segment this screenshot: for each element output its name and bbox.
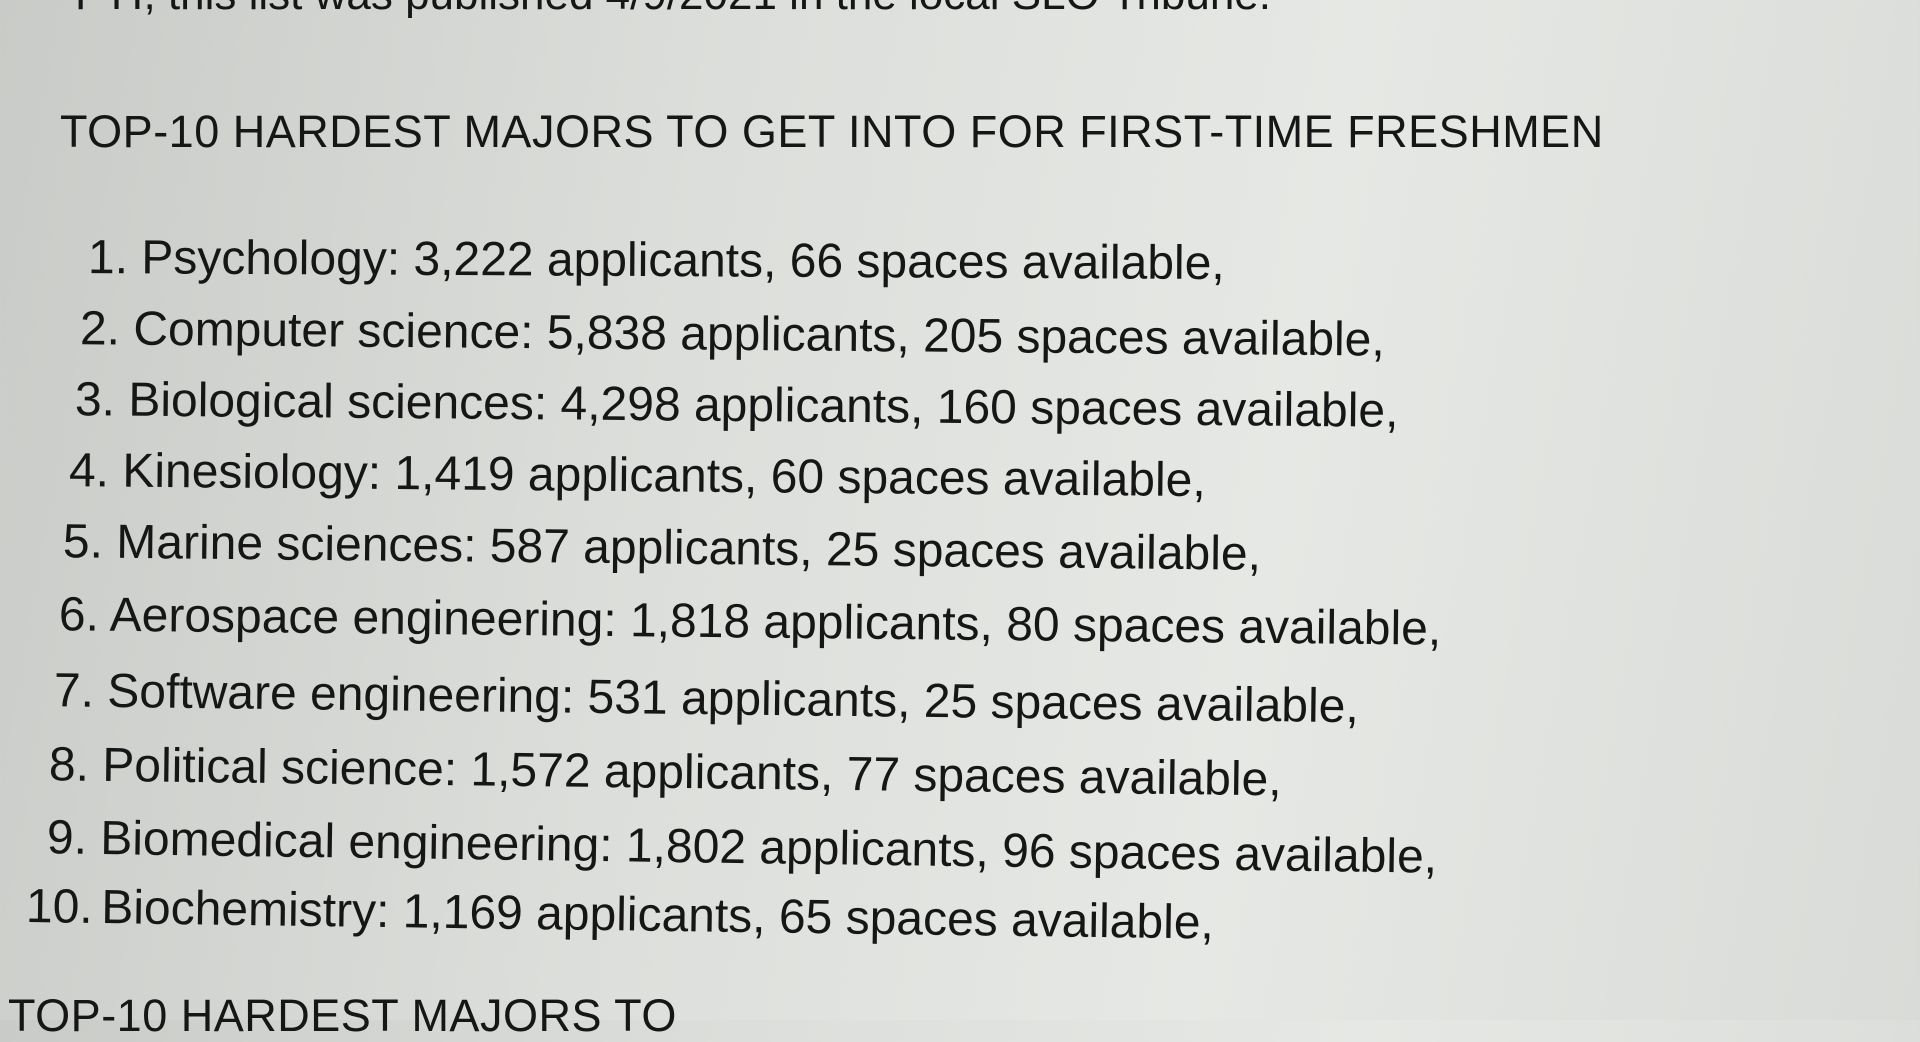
bottom-heading: TOP-10 HARDEST MAJORS TO [8,990,677,1041]
item-text: Psychology: 3,222 applicants, 66 spaces … [141,231,1225,291]
item-text: Software engineering: 531 applicants, 25… [107,664,1360,734]
list-item: 10. Biochemistry: 1,169 applicants, 65 s… [26,879,1215,951]
item-text: Biomedical engineering: 1,802 applicants… [99,812,1438,884]
item-number: 9. [46,811,88,865]
item-number: 1. [87,231,129,285]
item-number: 6. [58,588,100,642]
item-text: Political science: 1,572 applicants, 77 … [102,738,1282,807]
item-text: Computer science: 5,838 applicants, 205 … [133,302,1385,367]
item-number: 3. [74,373,116,427]
list-item: 7. Software engineering: 531 applicants,… [32,663,1359,734]
list-item: 6. Aerospace engineering: 1,818 applican… [37,587,1442,657]
item-text: Kinesiology: 1,419 applicants, 60 spaces… [122,444,1206,508]
top-note: FYI, this list was published 4/9/2021 in… [75,0,1271,20]
item-text: Aerospace engineering: 1,818 applicants,… [109,588,1442,656]
item-text: Biological sciences: 4,298 applicants, 1… [128,373,1399,438]
item-text: Biochemistry: 1,169 applicants, 65 space… [100,881,1215,950]
item-number: 5. [62,515,104,569]
item-number: 10. [25,880,94,934]
list-item: 2. Computer science: 5,838 applicants, 2… [58,301,1385,368]
list-item: 5. Marine sciences: 587 applicants, 25 s… [41,514,1262,582]
list-item: 8. Political science: 1,572 applicants, … [27,737,1282,807]
item-text: Marine sciences: 587 applicants, 25 spac… [116,515,1262,581]
list-item: 9. Biomedical engineering: 1,802 applica… [25,810,1438,885]
item-number: 7. [53,664,95,718]
list-heading: TOP-10 HARDEST MAJORS TO GET INTO FOR FI… [60,106,1604,157]
item-number: 8. [48,738,90,792]
item-number: 2. [79,302,121,356]
list-item: 4. Kinesiology: 1,419 applicants, 60 spa… [47,443,1206,508]
item-number: 4. [68,444,110,498]
list-item: 3. Biological sciences: 4,298 applicants… [53,372,1399,439]
list-item: 1. Psychology: 3,222 applicants, 66 spac… [66,230,1225,291]
